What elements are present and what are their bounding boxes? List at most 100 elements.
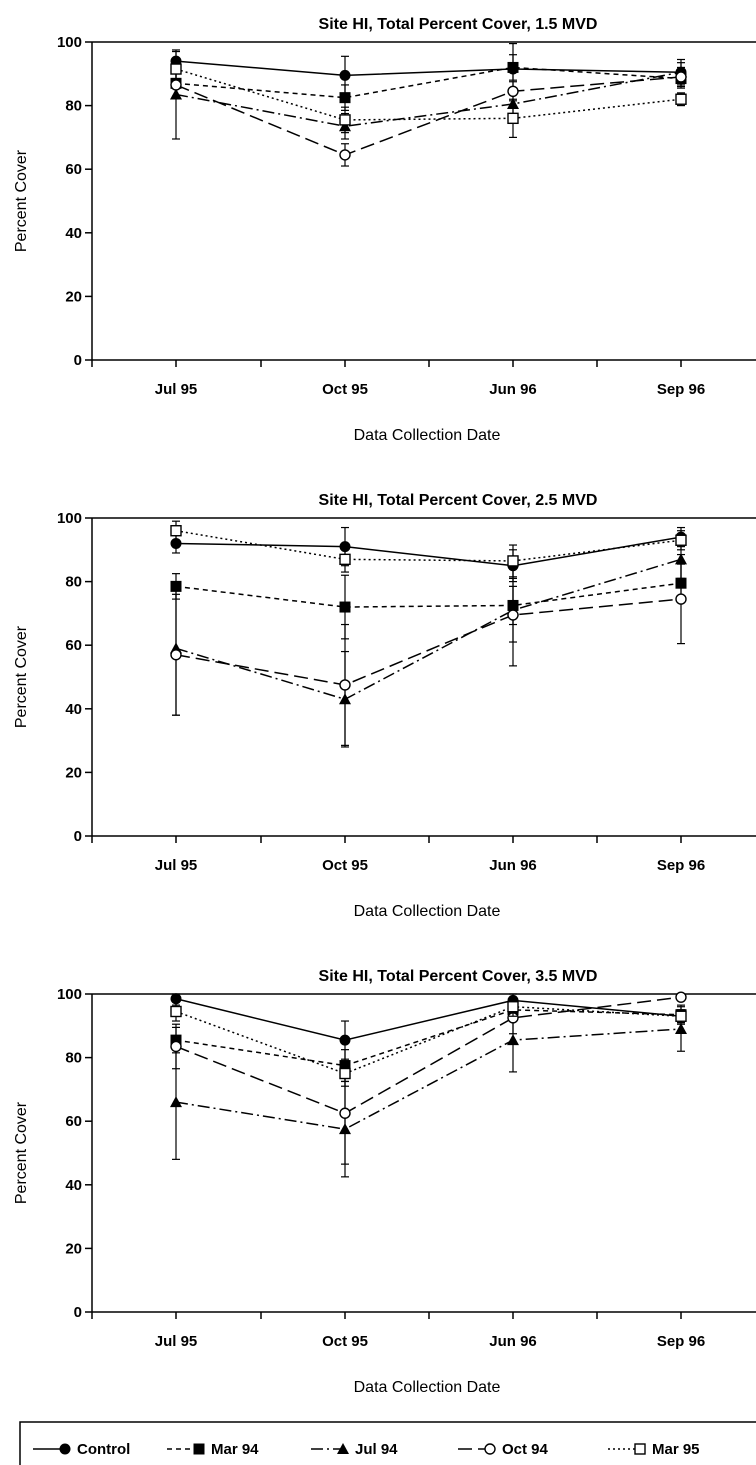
- chart-panel-1: Site HI, Total Percent Cover, 1.5 MVD 0 20…: [13, 16, 756, 444]
- y-tick-label: 100: [57, 34, 82, 51]
- data-point: [170, 63, 182, 75]
- x-tick-label: Jul 95: [155, 1333, 198, 1350]
- data-point: [339, 149, 351, 161]
- y-tick-label: 40: [65, 225, 82, 242]
- legend-item-mar-94: Mar 94: [167, 1441, 259, 1458]
- series-line: [175, 1028, 682, 1130]
- series-line: [175, 582, 682, 608]
- legend-marker: [59, 1443, 71, 1455]
- legend-marker: [484, 1443, 496, 1455]
- series-oct-94: [170, 991, 687, 1165]
- series-mar-95: [170, 520, 687, 578]
- y-axis-label: Percent Cover: [13, 149, 30, 252]
- legend-item-oct-94: Oct 94: [458, 1441, 549, 1458]
- data-point: [339, 92, 351, 104]
- legend-label: Control: [77, 1441, 130, 1458]
- y-tick-label: 80: [65, 1050, 82, 1067]
- data-point: [507, 1034, 519, 1046]
- data-point: [507, 112, 519, 125]
- x-tick-label: Jun 96: [489, 857, 537, 874]
- x-tick-label: Oct 95: [322, 381, 368, 398]
- x-tick-label: Jul 95: [155, 381, 198, 398]
- data-point: [339, 1107, 351, 1119]
- data-point: [339, 553, 351, 566]
- y-tick-label: 40: [65, 1177, 82, 1194]
- x-axis-label: Data Collection Date: [354, 427, 501, 444]
- legend-label: Mar 95: [652, 1441, 700, 1458]
- legend-item-control: Control: [33, 1441, 130, 1458]
- x-axis-label: Data Collection Date: [354, 1379, 501, 1396]
- data-point: [507, 85, 519, 97]
- series-line: [175, 76, 682, 156]
- y-axis-label: Percent Cover: [13, 1101, 30, 1204]
- chart-title: Site HI, Total Percent Cover, 1.5 MVD: [319, 16, 598, 33]
- data-point: [507, 61, 519, 73]
- data-point: [339, 1067, 351, 1080]
- series-control: [170, 526, 687, 583]
- x-tick-label: Oct 95: [322, 857, 368, 874]
- series-line: [175, 60, 682, 77]
- data-point: [339, 1034, 351, 1046]
- chart-panel-2: Site HI, Total Percent Cover, 2.5 MVD 0 20…: [13, 492, 756, 920]
- y-tick-label: 60: [65, 637, 82, 654]
- x-tick-label: Sep 96: [657, 857, 705, 874]
- y-tick-label: 0: [74, 352, 82, 369]
- x-tick-label: Jun 96: [489, 1333, 537, 1350]
- y-tick-label: 60: [65, 1113, 82, 1130]
- data-point: [507, 609, 519, 621]
- legend-marker: [337, 1443, 349, 1454]
- series-jul-94: [170, 539, 687, 748]
- data-point: [170, 649, 182, 661]
- series-line: [175, 998, 682, 1041]
- series-line: [175, 66, 682, 99]
- legend-box: [19, 1421, 756, 1465]
- y-tick-label: 20: [65, 288, 82, 305]
- y-tick-label: 80: [65, 98, 82, 115]
- y-tick-label: 40: [65, 701, 82, 718]
- chart-panel-3: Site HI, Total Percent Cover, 3.5 MVD 0 20…: [13, 968, 756, 1396]
- series-control: [170, 42, 687, 96]
- y-tick-label: 20: [65, 1240, 82, 1257]
- series-line: [175, 1009, 682, 1067]
- series-mar-94: [170, 54, 687, 111]
- series-line: [175, 71, 682, 128]
- data-point: [170, 79, 182, 91]
- series-control: [170, 993, 687, 1060]
- series-line: [175, 68, 682, 121]
- legend-marker: [193, 1443, 205, 1455]
- chart-title: Site HI, Total Percent Cover, 3.5 MVD: [319, 968, 598, 985]
- series-mar-94: [170, 563, 687, 640]
- legend-item-mar-95: Mar 95: [608, 1441, 700, 1458]
- data-point: [170, 525, 182, 537]
- y-axis-label: Percent Cover: [13, 625, 30, 728]
- series-line: [175, 1005, 682, 1075]
- series-oct-94: [170, 66, 687, 167]
- data-point: [170, 1040, 182, 1053]
- y-tick-label: 0: [74, 828, 82, 845]
- legend-label: Jul 94: [355, 1441, 398, 1458]
- data-point: [507, 1001, 519, 1013]
- data-point: [339, 114, 351, 126]
- data-point: [675, 593, 687, 605]
- data-point: [339, 601, 351, 613]
- series-mar-95: [170, 996, 687, 1087]
- data-point: [675, 991, 687, 1003]
- y-tick-label: 100: [57, 986, 82, 1003]
- legend-item-jul-94: Jul 94: [311, 1441, 398, 1458]
- legend-label: Oct 94: [502, 1441, 549, 1458]
- series-mar-94: [170, 999, 687, 1083]
- y-tick-label: 80: [65, 574, 82, 591]
- y-tick-label: 20: [65, 764, 82, 781]
- series-mar-95: [170, 58, 687, 138]
- x-tick-label: Jun 96: [489, 381, 537, 398]
- chart-title: Site HI, Total Percent Cover, 2.5 MVD: [319, 492, 598, 509]
- data-point: [675, 534, 687, 546]
- series-line: [175, 598, 682, 686]
- series-line: [175, 536, 682, 567]
- data-point: [675, 93, 687, 105]
- x-axis-label: Data Collection Date: [354, 903, 501, 920]
- series-jul-94: [170, 49, 687, 140]
- y-tick-label: 60: [65, 161, 82, 178]
- data-point: [339, 69, 351, 81]
